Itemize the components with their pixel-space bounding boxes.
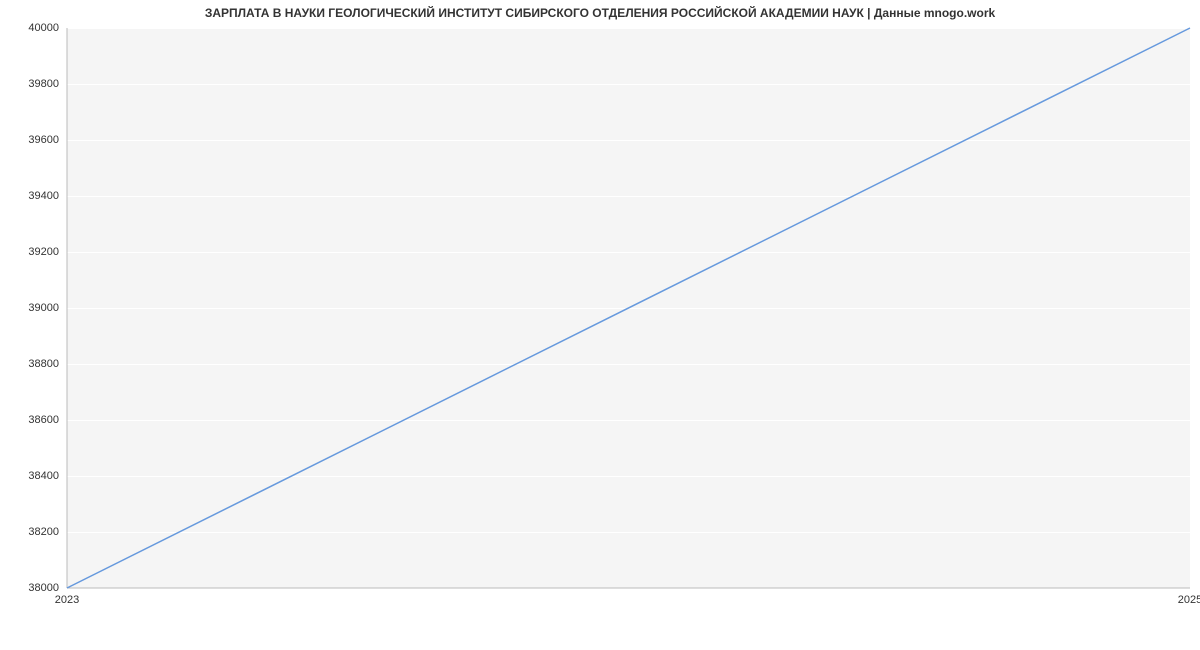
y-tick-label: 38000 [0, 582, 59, 594]
y-tick-label: 39800 [0, 78, 59, 90]
y-tick-label: 39400 [0, 190, 59, 202]
series-line [67, 28, 1190, 588]
x-tick-label: 2025 [1178, 594, 1200, 606]
y-tick-label: 38800 [0, 358, 59, 370]
y-tick-label: 40000 [0, 22, 59, 34]
y-tick-label: 38600 [0, 414, 59, 426]
chart-svg-layer [0, 0, 1200, 650]
salary-line-chart: ЗАРПЛАТА В НАУКИ ГЕОЛОГИЧЕСКИЙ ИНСТИТУТ … [0, 0, 1200, 650]
y-tick-label: 39600 [0, 134, 59, 146]
y-tick-label: 39200 [0, 246, 59, 258]
y-tick-label: 38200 [0, 526, 59, 538]
x-tick-label: 2023 [55, 594, 79, 606]
y-tick-label: 38400 [0, 470, 59, 482]
y-tick-label: 39000 [0, 302, 59, 314]
